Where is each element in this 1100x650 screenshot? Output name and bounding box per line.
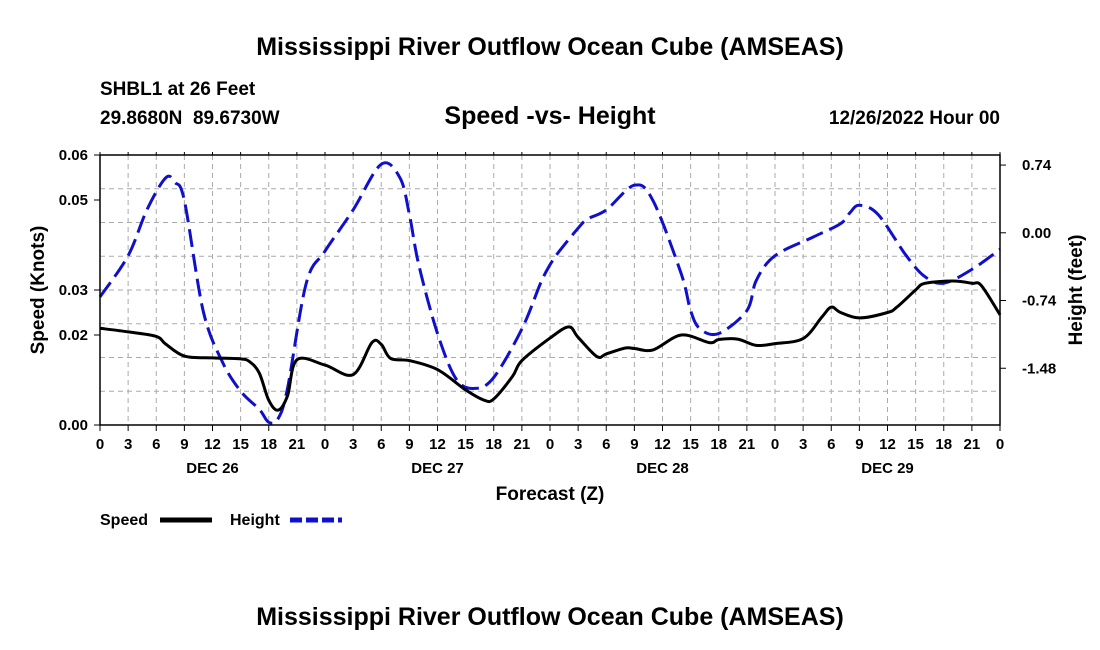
x-tick-label: 3 xyxy=(349,436,357,453)
x-tick-label: 0 xyxy=(96,436,104,453)
legend-height-label: Height xyxy=(230,512,280,529)
x-tick-label: 0 xyxy=(321,436,329,453)
x-tick-label: 15 xyxy=(232,436,249,453)
x-day-label: DEC 29 xyxy=(861,460,914,477)
x-day-label: DEC 27 xyxy=(411,460,464,477)
x-axis-label: Forecast (Z) xyxy=(496,484,605,505)
x-tick-label: 21 xyxy=(514,436,531,453)
y2-tick-label: -0.74 xyxy=(1022,293,1057,310)
x-tick-label: 12 xyxy=(204,436,221,453)
x-tick-label: 15 xyxy=(457,436,474,453)
x-tick-label: 9 xyxy=(405,436,413,453)
y-axis-left: 0.00 0.02 0.03 0.05 0.06 xyxy=(59,147,100,434)
y-axis-label: Speed (Knots) xyxy=(28,226,49,355)
y-tick-label: 0.05 xyxy=(59,192,88,209)
chart-title: Speed -vs- Height xyxy=(444,102,656,130)
x-tick-label: 15 xyxy=(682,436,699,453)
x-day-label: DEC 26 xyxy=(186,460,239,477)
x-tick-label: 12 xyxy=(654,436,671,453)
x-tick-label: 0 xyxy=(546,436,554,453)
y-tick-label: 0.02 xyxy=(59,327,88,344)
y2-tick-label: 0.74 xyxy=(1022,157,1052,174)
x-tick-label: 3 xyxy=(574,436,582,453)
x-tick-label: 21 xyxy=(964,436,981,453)
x-tick-label: 6 xyxy=(152,436,160,453)
y-axis-right: -1.48 -0.74 0.00 0.74 xyxy=(1000,157,1057,377)
y-tick-label: 0.06 xyxy=(59,147,88,164)
x-tick-label: 18 xyxy=(935,436,952,453)
x-tick-label: 6 xyxy=(377,436,385,453)
y2-tick-label: -1.48 xyxy=(1022,360,1056,377)
legend: Speed Height xyxy=(100,512,342,529)
y2-tick-label: 0.00 xyxy=(1022,225,1051,242)
height-series-line xyxy=(98,161,1001,425)
x-tick-label: 15 xyxy=(907,436,924,453)
station-name: SHBL1 at 26 Feet xyxy=(100,79,256,100)
x-tick-label: 6 xyxy=(827,436,835,453)
legend-speed-label: Speed xyxy=(100,512,148,529)
x-tick-label: 18 xyxy=(710,436,727,453)
x-tick-label: 21 xyxy=(739,436,756,453)
x-tick-label: 0 xyxy=(771,436,779,453)
series-lines xyxy=(98,161,1002,425)
forecast-datetime: 12/26/2022 Hour 00 xyxy=(829,108,1000,129)
x-tick-label: 18 xyxy=(260,436,277,453)
x-day-label: DEC 28 xyxy=(636,460,689,477)
x-tick-label: 12 xyxy=(879,436,896,453)
speed-series-line xyxy=(99,279,1002,412)
y-tick-label: 0.03 xyxy=(59,282,88,299)
x-tick-label: 21 xyxy=(289,436,306,453)
x-axis: 0 3 6 9 12 15 18 21 0 3 6 9 12 15 18 21 0 3 6 9 12 15 18 21 0 3 6 9… xyxy=(96,152,1004,477)
x-tick-label: 6 xyxy=(602,436,610,453)
grid-lines xyxy=(100,155,1000,425)
x-tick-label: 18 xyxy=(485,436,502,453)
station-coords: 29.8680N 89.6730W xyxy=(100,108,280,129)
x-tick-label: 3 xyxy=(124,436,132,453)
x-tick-label: 0 xyxy=(996,436,1004,453)
x-tick-label: 12 xyxy=(429,436,446,453)
footer-title: Mississippi River Outflow Ocean Cube (AM… xyxy=(256,603,844,631)
x-tick-label: 9 xyxy=(855,436,863,453)
x-tick-label: 9 xyxy=(630,436,638,453)
x-tick-label: 3 xyxy=(799,436,807,453)
page-title: Mississippi River Outflow Ocean Cube (AM… xyxy=(256,33,844,61)
y-tick-label: 0.00 xyxy=(59,417,88,434)
x-tick-label: 9 xyxy=(180,436,188,453)
y2-axis-label: Height (feet) xyxy=(1066,235,1087,346)
